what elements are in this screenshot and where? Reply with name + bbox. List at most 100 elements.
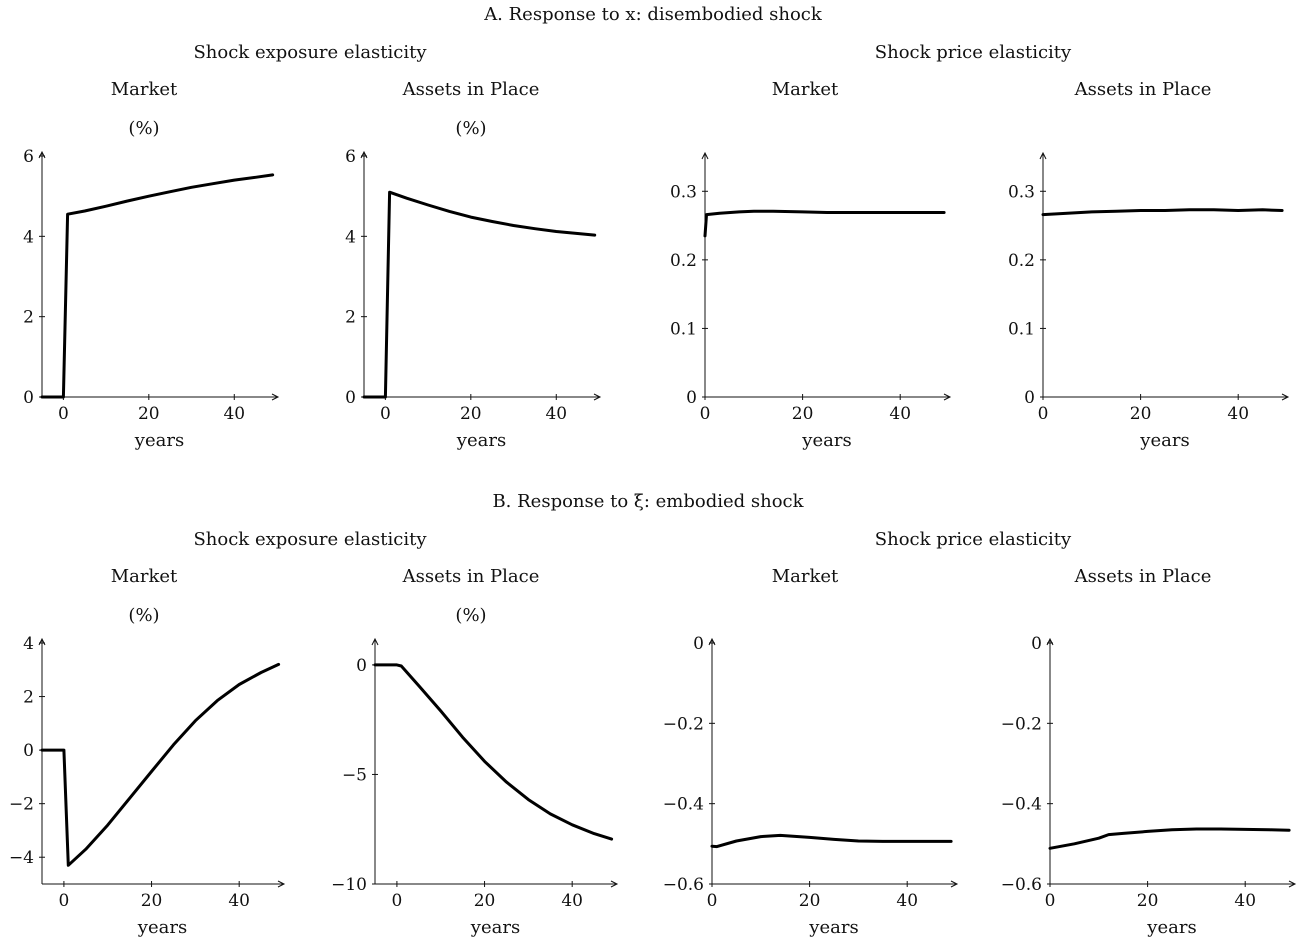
- x-axis-arrow: [1281, 393, 1290, 401]
- panel-b-exposure-heading: Shock exposure elasticity: [193, 529, 427, 550]
- y-tick-label: −0.4: [1001, 795, 1042, 815]
- x-tick-label: 40: [223, 404, 245, 424]
- x-axis-label: years: [137, 917, 187, 938]
- series-line: [710, 833, 953, 849]
- chart-1: 0 20 40 0 2 4 6 Market (%) years: [23, 79, 280, 451]
- x-axis-arrow: [943, 393, 952, 401]
- x-tick-label: 40: [228, 891, 250, 911]
- chart-4: 0 20 40 0 0.1 0.2 0.3 Assets in Place years: [1008, 79, 1290, 451]
- y-tick-label: 2: [23, 308, 34, 328]
- chart-title: Assets in Place: [402, 79, 540, 100]
- x-tick-label: 20: [138, 404, 160, 424]
- y-tick-label: 0: [1024, 388, 1035, 408]
- y-tick-label: 4: [23, 634, 34, 654]
- y-tick-label: 0.2: [670, 251, 697, 271]
- y-tick-label: −0.4: [663, 795, 704, 815]
- panel-b-price-heading: Shock price elasticity: [875, 529, 1072, 550]
- x-axis-arrow: [593, 393, 602, 401]
- x-axis-label: years: [1139, 430, 1189, 451]
- x-axis-label: years: [1146, 917, 1196, 938]
- chart-subtitle: (%): [128, 118, 159, 139]
- x-tick-label: 0: [700, 404, 711, 424]
- x-axis-label: years: [134, 430, 184, 451]
- panel-a-price-heading: Shock price elasticity: [875, 42, 1072, 63]
- x-tick-label: 20: [474, 891, 496, 911]
- chart-title: Market: [772, 566, 839, 587]
- y-tick-label: −10: [331, 875, 367, 895]
- y-tick-label: 0: [23, 388, 34, 408]
- x-tick-label: 40: [561, 891, 583, 911]
- chart-5: 0 20 40 −4 −2 0 2 4 Market (%) years: [9, 566, 286, 938]
- x-tick-label: 40: [1234, 891, 1256, 911]
- x-tick-label: 0: [1045, 891, 1056, 911]
- x-axis-label: years: [456, 430, 506, 451]
- y-tick-label: 2: [23, 688, 34, 708]
- x-axis-arrow: [271, 393, 280, 401]
- y-tick-label: 2: [345, 308, 356, 328]
- chart-6: 0 20 40 −10 −5 0 Assets in Place (%) years: [331, 566, 619, 938]
- y-tick-label: 0: [686, 388, 697, 408]
- chart-title: Assets in Place: [402, 566, 540, 587]
- y-axis-arrow: [371, 637, 379, 646]
- x-axis-label: years: [808, 917, 858, 938]
- x-tick-label: 20: [460, 404, 482, 424]
- chart-title: Market: [111, 566, 178, 587]
- y-tick-label: −5: [342, 765, 367, 785]
- y-axis-arrow: [701, 151, 709, 160]
- x-tick-label: 0: [391, 891, 402, 911]
- x-tick-label: 20: [141, 891, 163, 911]
- x-axis-label: years: [470, 917, 520, 938]
- chart-3: 0 20 40 0 0.1 0.2 0.3 Market years: [670, 79, 952, 451]
- series-line: [362, 190, 597, 399]
- x-tick-label: 20: [792, 404, 814, 424]
- x-tick-label: 40: [889, 404, 911, 424]
- panel-a-title: A. Response to x: disembodied shock: [483, 4, 823, 25]
- x-tick-label: 0: [707, 891, 718, 911]
- x-tick-label: 20: [1130, 404, 1152, 424]
- x-axis-arrow: [610, 880, 619, 888]
- x-tick-label: 40: [1227, 404, 1249, 424]
- x-tick-label: 40: [896, 891, 918, 911]
- y-tick-label: −0.2: [663, 714, 704, 734]
- y-tick-label: 4: [23, 227, 34, 247]
- x-axis-arrow: [950, 880, 959, 888]
- series-line: [1041, 208, 1284, 217]
- x-tick-label: 0: [58, 891, 69, 911]
- chart-7: 0 20 40 −0.6 −0.4 −0.2 0 Market years: [663, 566, 959, 938]
- x-tick-label: 0: [380, 404, 391, 424]
- chart-2: 0 20 40 0 2 4 6 Assets in Place (%) years: [345, 79, 602, 451]
- series-line: [1048, 827, 1291, 850]
- x-axis-arrow: [277, 880, 286, 888]
- y-tick-label: −2: [9, 795, 34, 815]
- y-tick-label: 0.3: [1008, 182, 1035, 202]
- y-tick-label: 0: [356, 656, 367, 676]
- chart-title: Market: [772, 79, 839, 100]
- y-tick-label: 0: [23, 741, 34, 761]
- x-axis-arrow: [1288, 880, 1297, 888]
- x-tick-label: 0: [58, 404, 69, 424]
- y-tick-label: 6: [345, 147, 356, 167]
- chart-title: Assets in Place: [1074, 79, 1212, 100]
- y-tick-label: 0.1: [670, 319, 697, 339]
- series-line: [703, 209, 946, 238]
- y-tick-label: −0.2: [1001, 714, 1042, 734]
- x-tick-label: 20: [1137, 891, 1159, 911]
- y-tick-label: 0.1: [1008, 319, 1035, 339]
- series-line: [40, 662, 281, 867]
- x-axis-label: years: [801, 430, 851, 451]
- y-tick-label: 0.3: [670, 182, 697, 202]
- y-tick-label: −0.6: [1001, 875, 1042, 895]
- y-tick-label: 0: [1031, 634, 1042, 654]
- y-tick-label: 6: [23, 147, 34, 167]
- panel-b-title: B. Response to ξ: embodied shock: [492, 491, 804, 512]
- x-tick-label: 0: [1038, 404, 1049, 424]
- chart-subtitle: (%): [455, 118, 486, 139]
- chart-subtitle: (%): [455, 605, 486, 626]
- y-tick-label: 4: [345, 227, 356, 247]
- chart-title: Assets in Place: [1074, 566, 1212, 587]
- chart-title: Market: [111, 79, 178, 100]
- x-tick-label: 40: [545, 404, 567, 424]
- y-tick-label: −0.6: [663, 875, 704, 895]
